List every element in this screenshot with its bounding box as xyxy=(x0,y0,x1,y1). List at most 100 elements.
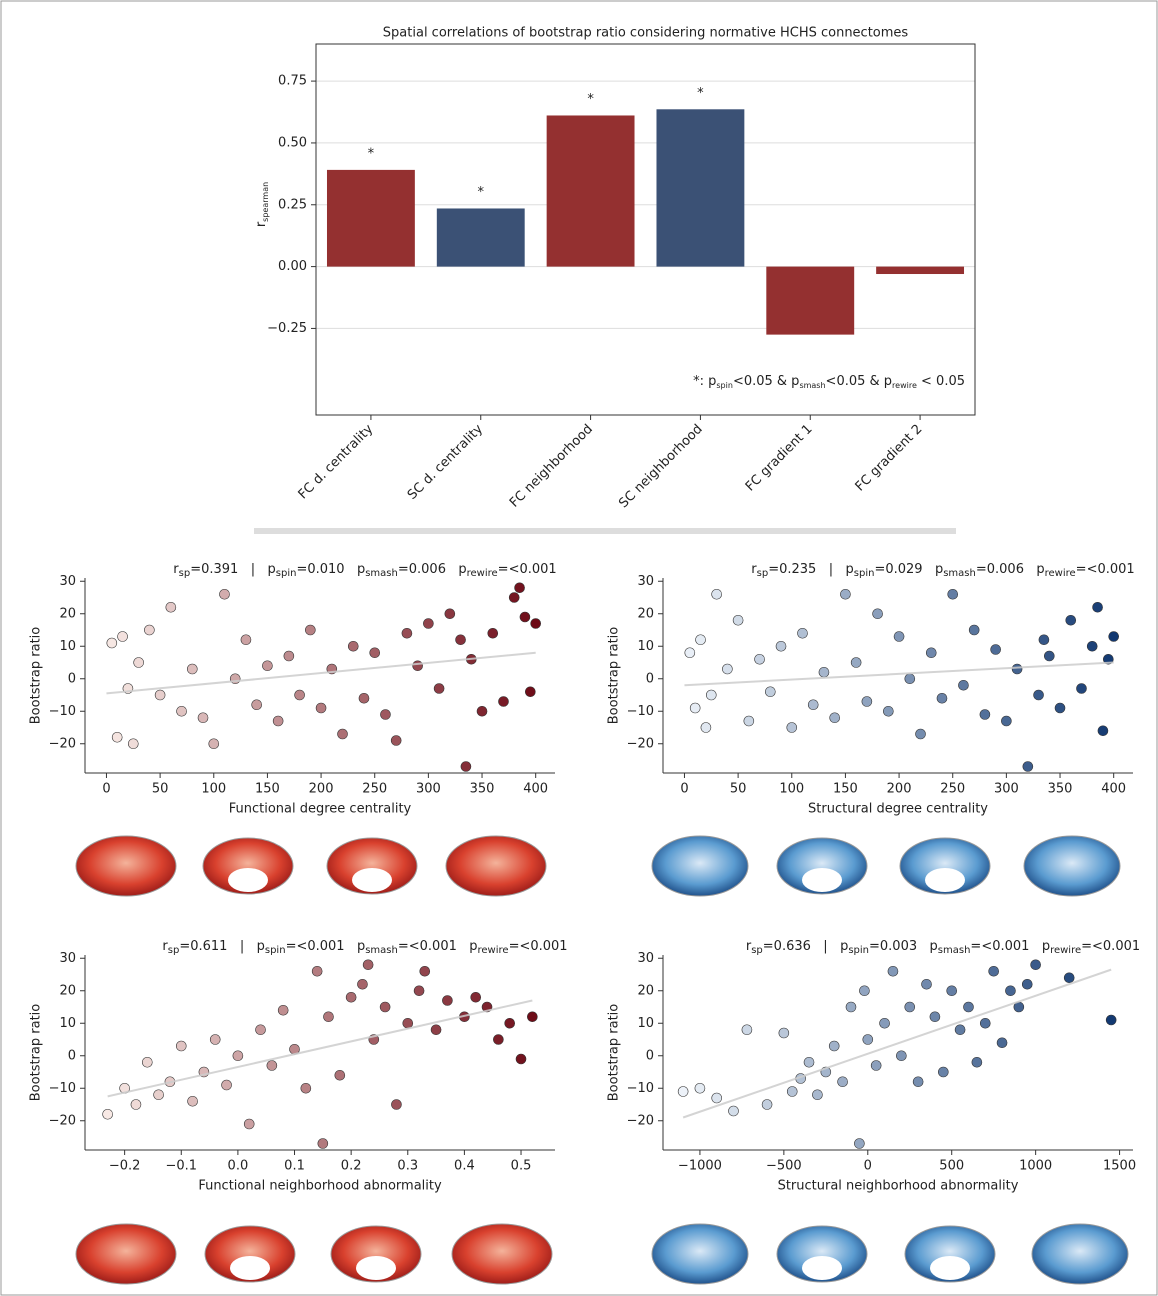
x-tick-label: 150 xyxy=(255,782,280,797)
point xyxy=(127,738,139,750)
y-tick-label: −20 xyxy=(49,1113,76,1128)
x-tick-label: 300 xyxy=(416,782,441,797)
bar xyxy=(876,266,965,275)
point xyxy=(130,1099,142,1110)
y-tick-label: −10 xyxy=(49,704,76,719)
bar xyxy=(436,208,525,267)
x-tick-label: 50 xyxy=(152,782,169,797)
point xyxy=(845,1001,857,1013)
point xyxy=(317,1138,329,1149)
y-tick-label: 20 xyxy=(637,983,654,998)
x-tick-label: 200 xyxy=(887,782,912,797)
chart-title: rsp=0.391 | pspin=0.010 psmash=0.006 pre… xyxy=(173,562,556,580)
chart-title-part: sp xyxy=(757,568,769,579)
point xyxy=(912,1076,924,1088)
point xyxy=(872,608,883,620)
point xyxy=(879,1017,890,1029)
bar xyxy=(546,115,635,267)
chart-title-part: =<0.001 xyxy=(1081,939,1140,954)
point xyxy=(761,1099,773,1110)
chart-title-part: =<0.001 p xyxy=(970,939,1050,954)
chart-title-part: sp xyxy=(751,945,763,956)
point xyxy=(1038,634,1050,646)
point xyxy=(1005,985,1016,997)
point xyxy=(315,702,327,714)
chart-title-part: r xyxy=(173,562,179,577)
point xyxy=(861,696,873,707)
point xyxy=(504,1017,515,1029)
point xyxy=(187,663,198,675)
point xyxy=(527,1011,538,1023)
fit-line xyxy=(107,999,533,1098)
point xyxy=(728,1105,739,1117)
chart-title-part: rewire xyxy=(478,945,509,956)
y-axis-label: rspearman xyxy=(254,182,270,227)
x-tick-label: FC gradient 1 xyxy=(743,422,816,495)
y-axis-label: Bootstrap ratio xyxy=(29,1004,44,1102)
x-tick-label: 500 xyxy=(939,1159,964,1174)
x-tick-label: 50 xyxy=(730,782,747,797)
chart-title-part: =<0.001 xyxy=(498,562,557,577)
point xyxy=(904,673,916,685)
point xyxy=(133,657,144,668)
point xyxy=(444,608,456,620)
point xyxy=(272,715,284,727)
point xyxy=(684,647,696,659)
point xyxy=(990,644,1001,655)
y-tick-label: −20 xyxy=(627,1113,654,1128)
point xyxy=(413,985,425,997)
x-tick-label: 0.5 xyxy=(511,1159,532,1174)
point xyxy=(1021,978,1033,990)
footnote-part: smash xyxy=(799,381,825,390)
footnote-part: <0.05 & p xyxy=(733,374,800,389)
point xyxy=(219,588,230,600)
x-tick-label: 100 xyxy=(779,782,804,797)
y-tick-label: 10 xyxy=(59,639,76,654)
point xyxy=(208,738,220,750)
point xyxy=(154,689,166,701)
point xyxy=(786,1086,798,1097)
chart-title-part: =0.391 | p xyxy=(190,562,276,577)
chart-title-part: =0.611 | p xyxy=(179,939,265,954)
point xyxy=(305,624,316,636)
point xyxy=(896,1050,907,1062)
point xyxy=(904,1001,916,1013)
point xyxy=(859,985,870,997)
x-tick-label: 350 xyxy=(1048,782,1073,797)
point xyxy=(442,995,453,1006)
point xyxy=(221,1079,232,1091)
point xyxy=(694,1082,706,1094)
x-tick-label: 150 xyxy=(833,782,858,797)
point xyxy=(711,1092,723,1104)
point xyxy=(778,1027,790,1039)
point xyxy=(840,588,851,600)
chart-title: Spatial correlations of bootstrap ratio … xyxy=(383,26,909,41)
y-tick-label: −20 xyxy=(49,736,76,751)
point xyxy=(455,634,466,646)
y-tick-label: 30 xyxy=(637,951,654,966)
chart-title-part: r xyxy=(162,939,168,954)
point xyxy=(334,1069,346,1081)
footnote-part: < 0.05 xyxy=(917,374,965,389)
point xyxy=(812,1089,823,1101)
point xyxy=(996,1037,1008,1049)
brain-maps xyxy=(75,835,1129,1285)
x-tick-label: 0.4 xyxy=(454,1159,475,1174)
point xyxy=(1063,972,1075,984)
x-tick-label: FC d. centrality xyxy=(296,421,377,502)
chart-title: rsp=0.611 | pspin=<0.001 psmash=<0.001 p… xyxy=(162,939,567,957)
y-tick-label: −0.25 xyxy=(267,321,307,336)
bar xyxy=(326,169,415,267)
point xyxy=(402,1017,414,1029)
point xyxy=(153,1089,164,1101)
y-tick-label: 0 xyxy=(646,671,654,686)
footnote-part: rewire xyxy=(892,381,917,390)
point xyxy=(925,647,937,659)
x-tick-label: 0.1 xyxy=(284,1159,305,1174)
point xyxy=(1001,715,1012,727)
x-tick-label: −0.2 xyxy=(109,1159,141,1174)
point xyxy=(1097,725,1109,737)
x-tick-label: 250 xyxy=(362,782,387,797)
point xyxy=(1044,650,1055,662)
